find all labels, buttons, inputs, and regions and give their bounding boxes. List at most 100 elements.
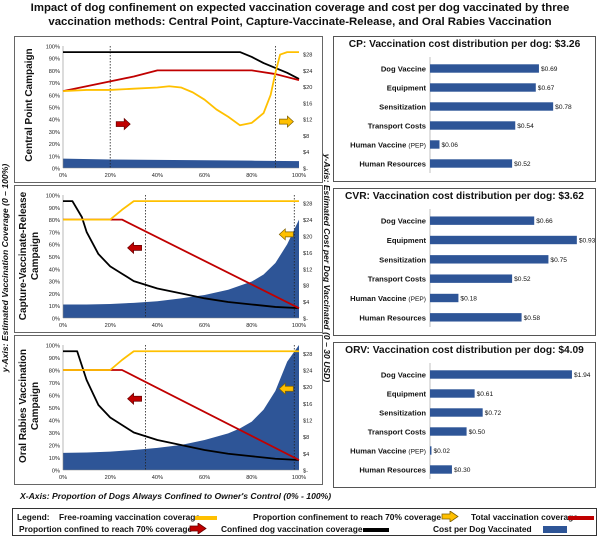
right-tick-label: $20 xyxy=(303,85,312,91)
bar-category-label: Dog Vaccine xyxy=(381,371,426,380)
bar-value-label: $0.52 xyxy=(514,276,531,283)
left-tick-label: 40% xyxy=(49,118,60,124)
right-tick-label: $28 xyxy=(303,202,312,208)
yellow-confinement-arrow-icon xyxy=(279,115,294,128)
cp-panel: Central Point Campaign 0% 10% 20% 30% 40% 50%… xyxy=(14,36,323,183)
cost-bar xyxy=(430,274,513,283)
bar-value-label: $0.72 xyxy=(485,410,502,417)
cost-bar xyxy=(430,389,475,398)
bar-category-label: Human Vaccine (PEP) xyxy=(350,447,426,456)
orv-cost-panel: ORV: Vaccination cost distribution per d… xyxy=(333,342,596,488)
cp-cost-chart: Dog Vaccine $0.69 Equipment $0.67 Sensitizat… xyxy=(350,57,572,173)
right-tick-label: $16 xyxy=(303,101,312,107)
x-tick-label: 0% xyxy=(59,173,67,179)
cost-bar xyxy=(430,64,539,73)
bar-category-label: Equipment xyxy=(387,390,427,399)
left-tick-label: 90% xyxy=(49,206,60,212)
cost-bar xyxy=(430,293,459,303)
right-tick-label: $28 xyxy=(303,352,312,358)
orv-line-chart: 0%10%20%30%40%50%60%70%80%90%100%$-$4$8$… xyxy=(46,344,313,482)
bar-category-label: Human Resources xyxy=(359,313,426,322)
cost-bar xyxy=(430,121,516,130)
orv-cost-title: ORV: Vaccination cost distribution per d… xyxy=(345,345,584,356)
right-tick-label: $4 xyxy=(303,150,309,156)
confined-coverage-line xyxy=(63,350,300,461)
cost-bar xyxy=(430,83,536,92)
red-confinement-arrow-icon xyxy=(127,392,142,406)
legend-confined-swatch xyxy=(363,528,389,532)
left-tick-label: 30% xyxy=(49,431,60,437)
bar-value-label: $1.94 xyxy=(574,372,591,379)
x-tick-label: 100% xyxy=(292,323,306,329)
legend-total: Total vaccination coverage xyxy=(471,512,578,522)
right-tick-label: $28 xyxy=(303,53,312,59)
left-tick-label: 0% xyxy=(52,469,60,475)
bar-category-label: Equipment xyxy=(387,84,427,93)
left-tick-label: 100% xyxy=(46,194,60,200)
cost-bar xyxy=(430,102,554,111)
cost-bar xyxy=(430,465,452,474)
left-tick-label: 20% xyxy=(49,142,60,148)
left-tick-label: 30% xyxy=(49,280,60,286)
x-tick-label: 40% xyxy=(152,475,163,481)
cost-bar xyxy=(430,370,572,379)
left-tick-label: 70% xyxy=(49,81,60,87)
legend-prop-conf-arrow: Proportion confinement to reach 70% cove… xyxy=(253,512,442,522)
left-tick-label: 70% xyxy=(49,381,60,387)
bar-value-label: $0.18 xyxy=(460,296,477,303)
cost-bar xyxy=(430,216,535,225)
bar-value-label: $0.58 xyxy=(524,315,541,322)
cost-bar xyxy=(430,408,483,417)
free-roaming-coverage-line xyxy=(62,51,299,127)
bar-value-label: $0.93 xyxy=(579,238,595,245)
x-tick-label: 20% xyxy=(105,173,116,179)
left-tick-label: 50% xyxy=(49,106,60,112)
legend-cost: Cost per Dog Vaccinated xyxy=(433,524,532,534)
left-tick-label: 60% xyxy=(49,93,60,99)
free-roaming-coverage-line xyxy=(63,200,299,221)
left-y-axis-label: y-Axis: Estimated Vaccination Coverage (… xyxy=(0,163,10,373)
bar-value-label: $0.61 xyxy=(477,391,494,398)
left-tick-label: 20% xyxy=(49,444,60,450)
orv-panel: Oral Rabies Vaccination Campaign 0% 10% 20%… xyxy=(14,335,323,485)
legend-total-swatch xyxy=(568,516,594,520)
left-tick-label: 80% xyxy=(49,69,60,75)
right-tick-label: $16 xyxy=(303,402,312,408)
x-tick-label: 0% xyxy=(59,323,67,329)
bar-value-label: $0.52 xyxy=(514,161,531,168)
cost-bar xyxy=(430,140,440,149)
left-tick-label: 30% xyxy=(49,130,60,136)
bar-category-label: Transport Costs xyxy=(368,275,426,284)
legend-label: Legend: xyxy=(17,512,50,522)
bar-category-label: Dog Vaccine xyxy=(381,217,426,226)
bar-category-label: Human Resources xyxy=(359,466,426,475)
left-tick-label: 10% xyxy=(49,304,60,310)
total-coverage-line xyxy=(62,69,300,93)
left-tick-label: 90% xyxy=(49,57,60,63)
x-tick-label: 0% xyxy=(59,475,67,481)
yellow-confinement-arrow-icon xyxy=(278,228,294,241)
right-tick-label: $- xyxy=(303,167,308,173)
confined-coverage-line xyxy=(63,51,300,80)
cost-bar xyxy=(430,427,467,436)
x-tick-label: 60% xyxy=(199,323,210,329)
cvr-line-chart: 0%10%20%30%40%50%60%70%80%90%100%$-$4$8$… xyxy=(46,194,313,330)
right-tick-label: $8 xyxy=(303,134,309,140)
cost-per-dog-area xyxy=(63,345,299,470)
legend: Legend: Free-roaming vaccination coverag… xyxy=(12,508,597,536)
left-tick-label: 40% xyxy=(49,419,60,425)
left-tick-label: 50% xyxy=(49,255,60,261)
bar-category-label: Transport Costs xyxy=(368,122,426,131)
x-tick-label: 80% xyxy=(246,323,257,329)
left-tick-label: 10% xyxy=(49,456,60,462)
bar-value-label: $0.75 xyxy=(550,257,567,264)
left-tick-label: 80% xyxy=(49,218,60,224)
legend-confined: Confined dog vaccination coverage xyxy=(221,524,363,534)
legend-free-roaming: Free-roaming vaccination coverage xyxy=(59,512,201,522)
bar-category-label: Sensitization xyxy=(379,255,426,264)
right-tick-label: $16 xyxy=(303,251,312,257)
bar-value-label: $0.30 xyxy=(454,467,471,474)
legend-free-roaming-swatch xyxy=(195,516,217,520)
cvr-panel: Capture-Vaccinate-Release Campaign 0% 10% 2… xyxy=(14,185,323,333)
x-tick-label: 20% xyxy=(105,475,116,481)
